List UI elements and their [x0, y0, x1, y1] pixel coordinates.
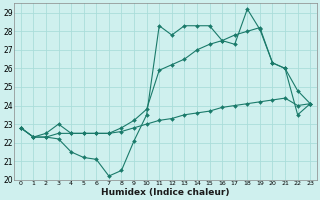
X-axis label: Humidex (Indice chaleur): Humidex (Indice chaleur)	[101, 188, 230, 197]
